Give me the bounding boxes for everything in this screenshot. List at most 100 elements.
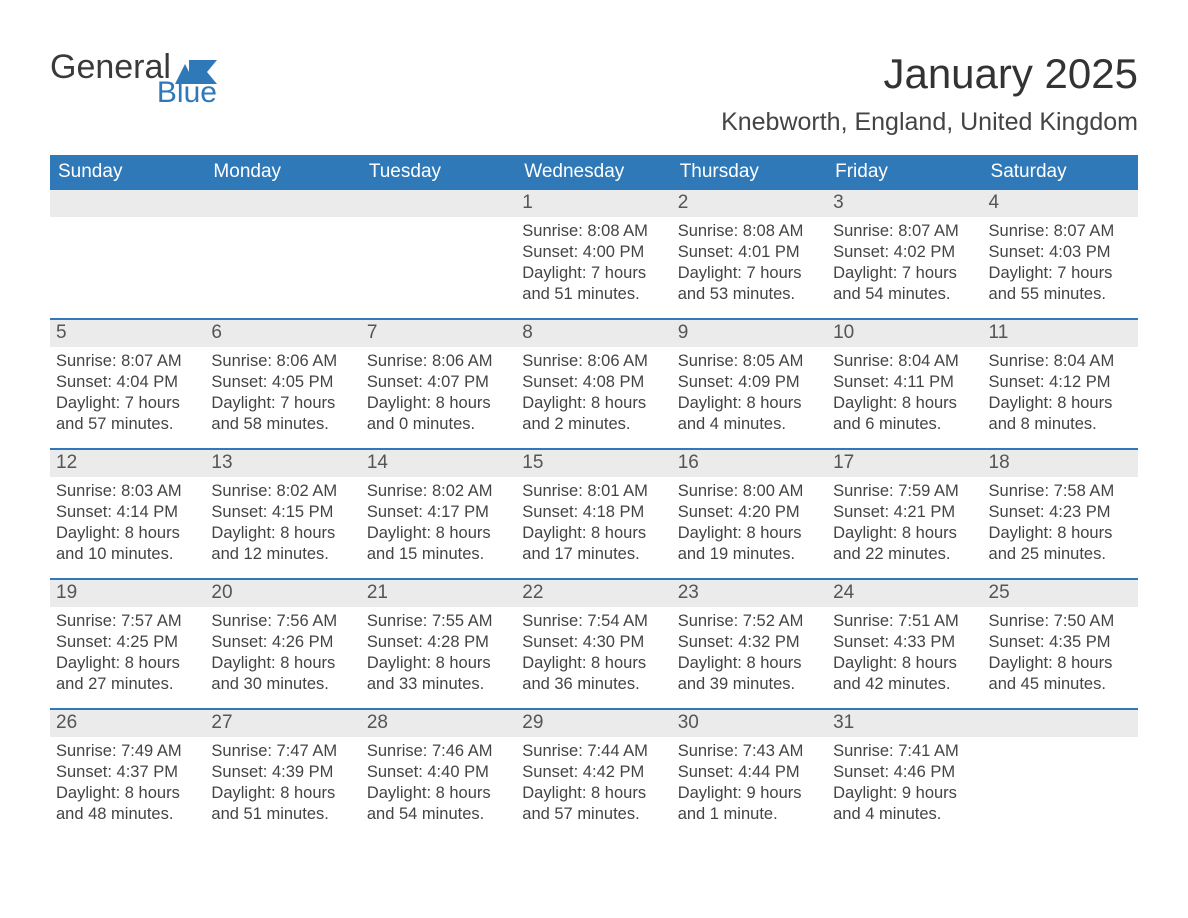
daylight-line: Daylight: 8 hours and 17 minutes.: [522, 523, 665, 565]
sunset-line: Sunset: 4:09 PM: [678, 372, 821, 393]
day-number: 13: [205, 450, 360, 477]
sunrise-line: Sunrise: 8:04 AM: [989, 351, 1132, 372]
sunset-line: Sunset: 4:14 PM: [56, 502, 199, 523]
sunrise-line: Sunrise: 7:41 AM: [833, 741, 976, 762]
daylight-line: Daylight: 8 hours and 2 minutes.: [522, 393, 665, 435]
daylight-line: Daylight: 8 hours and 45 minutes.: [989, 653, 1132, 695]
day-number: 14: [361, 450, 516, 477]
sunset-line: Sunset: 4:04 PM: [56, 372, 199, 393]
weekday-header: Monday: [205, 155, 360, 190]
daylight-line: Daylight: 7 hours and 51 minutes.: [522, 263, 665, 305]
sunset-line: Sunset: 4:39 PM: [211, 762, 354, 783]
sunrise-line: Sunrise: 8:05 AM: [678, 351, 821, 372]
daylight-line: Daylight: 8 hours and 57 minutes.: [522, 783, 665, 825]
day-details: Sunrise: 7:41 AMSunset: 4:46 PMDaylight:…: [827, 737, 982, 825]
day-number: 11: [983, 320, 1138, 347]
day-cell: [205, 190, 360, 318]
day-number: 31: [827, 710, 982, 737]
day-details: Sunrise: 8:03 AMSunset: 4:14 PMDaylight:…: [50, 477, 205, 565]
day-cell: 16Sunrise: 8:00 AMSunset: 4:20 PMDayligh…: [672, 450, 827, 578]
daylight-line: Daylight: 7 hours and 54 minutes.: [833, 263, 976, 305]
day-number: 12: [50, 450, 205, 477]
sunset-line: Sunset: 4:20 PM: [678, 502, 821, 523]
sunset-line: Sunset: 4:25 PM: [56, 632, 199, 653]
sunrise-line: Sunrise: 8:06 AM: [522, 351, 665, 372]
sunrise-line: Sunrise: 7:51 AM: [833, 611, 976, 632]
sunset-line: Sunset: 4:15 PM: [211, 502, 354, 523]
daylight-line: Daylight: 8 hours and 51 minutes.: [211, 783, 354, 825]
daylight-line: Daylight: 8 hours and 25 minutes.: [989, 523, 1132, 565]
day-cell: 8Sunrise: 8:06 AMSunset: 4:08 PMDaylight…: [516, 320, 671, 448]
day-cell: 20Sunrise: 7:56 AMSunset: 4:26 PMDayligh…: [205, 580, 360, 708]
week-row: 1Sunrise: 8:08 AMSunset: 4:00 PMDaylight…: [50, 190, 1138, 318]
day-details: Sunrise: 8:07 AMSunset: 4:02 PMDaylight:…: [827, 217, 982, 305]
day-number: 9: [672, 320, 827, 347]
day-number: 10: [827, 320, 982, 347]
daylight-line: Daylight: 8 hours and 10 minutes.: [56, 523, 199, 565]
day-number: [50, 190, 205, 217]
day-cell: 5Sunrise: 8:07 AMSunset: 4:04 PMDaylight…: [50, 320, 205, 448]
day-details: Sunrise: 8:07 AMSunset: 4:04 PMDaylight:…: [50, 347, 205, 435]
sunrise-line: Sunrise: 7:46 AM: [367, 741, 510, 762]
day-cell: 9Sunrise: 8:05 AMSunset: 4:09 PMDaylight…: [672, 320, 827, 448]
sunset-line: Sunset: 4:42 PM: [522, 762, 665, 783]
weekday-header: Friday: [827, 155, 982, 190]
week-row: 19Sunrise: 7:57 AMSunset: 4:25 PMDayligh…: [50, 578, 1138, 708]
logo: General Blue: [50, 50, 217, 108]
day-cell: 27Sunrise: 7:47 AMSunset: 4:39 PMDayligh…: [205, 710, 360, 838]
daylight-line: Daylight: 8 hours and 36 minutes.: [522, 653, 665, 695]
sunset-line: Sunset: 4:46 PM: [833, 762, 976, 783]
day-cell: 2Sunrise: 8:08 AMSunset: 4:01 PMDaylight…: [672, 190, 827, 318]
day-details: Sunrise: 7:52 AMSunset: 4:32 PMDaylight:…: [672, 607, 827, 695]
daylight-line: Daylight: 8 hours and 0 minutes.: [367, 393, 510, 435]
sunrise-line: Sunrise: 7:57 AM: [56, 611, 199, 632]
sunset-line: Sunset: 4:32 PM: [678, 632, 821, 653]
day-details: Sunrise: 8:06 AMSunset: 4:08 PMDaylight:…: [516, 347, 671, 435]
day-cell: 25Sunrise: 7:50 AMSunset: 4:35 PMDayligh…: [983, 580, 1138, 708]
day-details: Sunrise: 8:07 AMSunset: 4:03 PMDaylight:…: [983, 217, 1138, 305]
title-block: January 2025 Knebworth, England, United …: [721, 50, 1138, 137]
week-row: 26Sunrise: 7:49 AMSunset: 4:37 PMDayligh…: [50, 708, 1138, 838]
day-cell: 14Sunrise: 8:02 AMSunset: 4:17 PMDayligh…: [361, 450, 516, 578]
sunrise-line: Sunrise: 7:47 AM: [211, 741, 354, 762]
day-details: Sunrise: 8:02 AMSunset: 4:15 PMDaylight:…: [205, 477, 360, 565]
day-cell: 11Sunrise: 8:04 AMSunset: 4:12 PMDayligh…: [983, 320, 1138, 448]
sunrise-line: Sunrise: 7:49 AM: [56, 741, 199, 762]
sunset-line: Sunset: 4:44 PM: [678, 762, 821, 783]
daylight-line: Daylight: 8 hours and 48 minutes.: [56, 783, 199, 825]
sunset-line: Sunset: 4:00 PM: [522, 242, 665, 263]
sunrise-line: Sunrise: 8:07 AM: [833, 221, 976, 242]
sunrise-line: Sunrise: 8:07 AM: [56, 351, 199, 372]
day-details: Sunrise: 7:56 AMSunset: 4:26 PMDaylight:…: [205, 607, 360, 695]
day-number: 28: [361, 710, 516, 737]
day-number: 3: [827, 190, 982, 217]
day-cell: 7Sunrise: 8:06 AMSunset: 4:07 PMDaylight…: [361, 320, 516, 448]
day-number: 30: [672, 710, 827, 737]
day-details: Sunrise: 8:02 AMSunset: 4:17 PMDaylight:…: [361, 477, 516, 565]
sunset-line: Sunset: 4:18 PM: [522, 502, 665, 523]
sunset-line: Sunset: 4:05 PM: [211, 372, 354, 393]
sunrise-line: Sunrise: 8:02 AM: [211, 481, 354, 502]
weekday-header-row: SundayMondayTuesdayWednesdayThursdayFrid…: [50, 155, 1138, 190]
day-cell: 22Sunrise: 7:54 AMSunset: 4:30 PMDayligh…: [516, 580, 671, 708]
day-cell: 30Sunrise: 7:43 AMSunset: 4:44 PMDayligh…: [672, 710, 827, 838]
day-details: Sunrise: 8:08 AMSunset: 4:01 PMDaylight:…: [672, 217, 827, 305]
day-number: 23: [672, 580, 827, 607]
week-row: 5Sunrise: 8:07 AMSunset: 4:04 PMDaylight…: [50, 318, 1138, 448]
day-number: 22: [516, 580, 671, 607]
sunrise-line: Sunrise: 8:02 AM: [367, 481, 510, 502]
day-cell: 21Sunrise: 7:55 AMSunset: 4:28 PMDayligh…: [361, 580, 516, 708]
sunset-line: Sunset: 4:01 PM: [678, 242, 821, 263]
daylight-line: Daylight: 8 hours and 42 minutes.: [833, 653, 976, 695]
logo-text-blue: Blue: [157, 78, 217, 108]
day-number: 26: [50, 710, 205, 737]
daylight-line: Daylight: 7 hours and 58 minutes.: [211, 393, 354, 435]
day-details: Sunrise: 7:55 AMSunset: 4:28 PMDaylight:…: [361, 607, 516, 695]
daylight-line: Daylight: 8 hours and 22 minutes.: [833, 523, 976, 565]
sunrise-line: Sunrise: 8:06 AM: [211, 351, 354, 372]
day-number: 1: [516, 190, 671, 217]
day-details: Sunrise: 7:54 AMSunset: 4:30 PMDaylight:…: [516, 607, 671, 695]
day-cell: 13Sunrise: 8:02 AMSunset: 4:15 PMDayligh…: [205, 450, 360, 578]
sunrise-line: Sunrise: 8:00 AM: [678, 481, 821, 502]
day-cell: 26Sunrise: 7:49 AMSunset: 4:37 PMDayligh…: [50, 710, 205, 838]
